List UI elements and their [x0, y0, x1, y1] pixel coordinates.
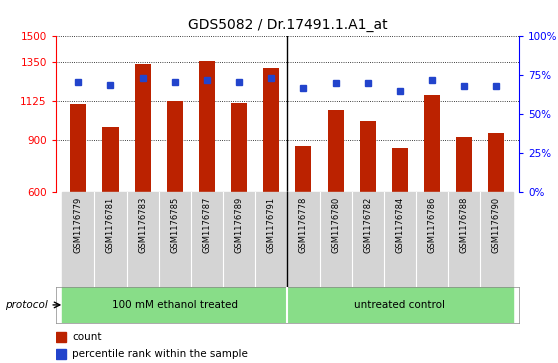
Text: GSM1176788: GSM1176788	[460, 197, 469, 253]
Bar	[62, 287, 287, 323]
Bar	[360, 121, 376, 192]
Bar	[103, 127, 118, 192]
Text: GSM1176781: GSM1176781	[106, 197, 115, 253]
Text: untreated control: untreated control	[354, 300, 445, 310]
Bar	[320, 192, 352, 287]
Bar	[255, 192, 287, 287]
Bar	[134, 64, 151, 192]
Bar	[456, 137, 472, 192]
Bar	[295, 146, 311, 192]
Bar	[62, 192, 94, 287]
Bar	[56, 349, 66, 359]
Bar	[127, 192, 158, 287]
Text: GSM1176780: GSM1176780	[331, 197, 340, 253]
Text: count: count	[72, 332, 102, 342]
Bar	[287, 287, 512, 323]
Bar	[392, 148, 408, 192]
Bar	[480, 192, 512, 287]
Bar	[448, 192, 480, 287]
Title: GDS5082 / Dr.17491.1.A1_at: GDS5082 / Dr.17491.1.A1_at	[187, 19, 387, 33]
Text: GSM1176784: GSM1176784	[396, 197, 405, 253]
Text: GSM1176782: GSM1176782	[363, 197, 372, 253]
Bar	[70, 104, 86, 192]
Bar	[416, 192, 448, 287]
Bar	[56, 332, 66, 342]
Text: GSM1176787: GSM1176787	[203, 197, 211, 253]
Text: GSM1176778: GSM1176778	[299, 197, 308, 253]
Text: 100 mM ethanol treated: 100 mM ethanol treated	[112, 300, 238, 310]
Text: GSM1176791: GSM1176791	[267, 197, 276, 253]
Text: GSM1176786: GSM1176786	[427, 197, 436, 253]
Bar	[199, 61, 215, 192]
Bar	[191, 192, 223, 287]
Bar	[352, 192, 384, 287]
Bar	[231, 103, 247, 192]
Text: protocol: protocol	[4, 300, 47, 310]
Bar	[167, 101, 183, 192]
Bar	[158, 192, 191, 287]
Text: percentile rank within the sample: percentile rank within the sample	[72, 349, 248, 359]
Text: GSM1176785: GSM1176785	[170, 197, 179, 253]
Bar	[328, 110, 344, 192]
Bar	[384, 192, 416, 287]
Bar	[488, 134, 504, 192]
Bar	[424, 95, 440, 192]
Bar	[263, 68, 280, 192]
Text: GSM1176783: GSM1176783	[138, 197, 147, 253]
Text: GSM1176779: GSM1176779	[74, 197, 83, 253]
Bar	[94, 192, 127, 287]
Text: GSM1176790: GSM1176790	[492, 197, 501, 253]
Bar	[287, 192, 320, 287]
Bar	[223, 192, 255, 287]
Text: GSM1176789: GSM1176789	[234, 197, 244, 253]
